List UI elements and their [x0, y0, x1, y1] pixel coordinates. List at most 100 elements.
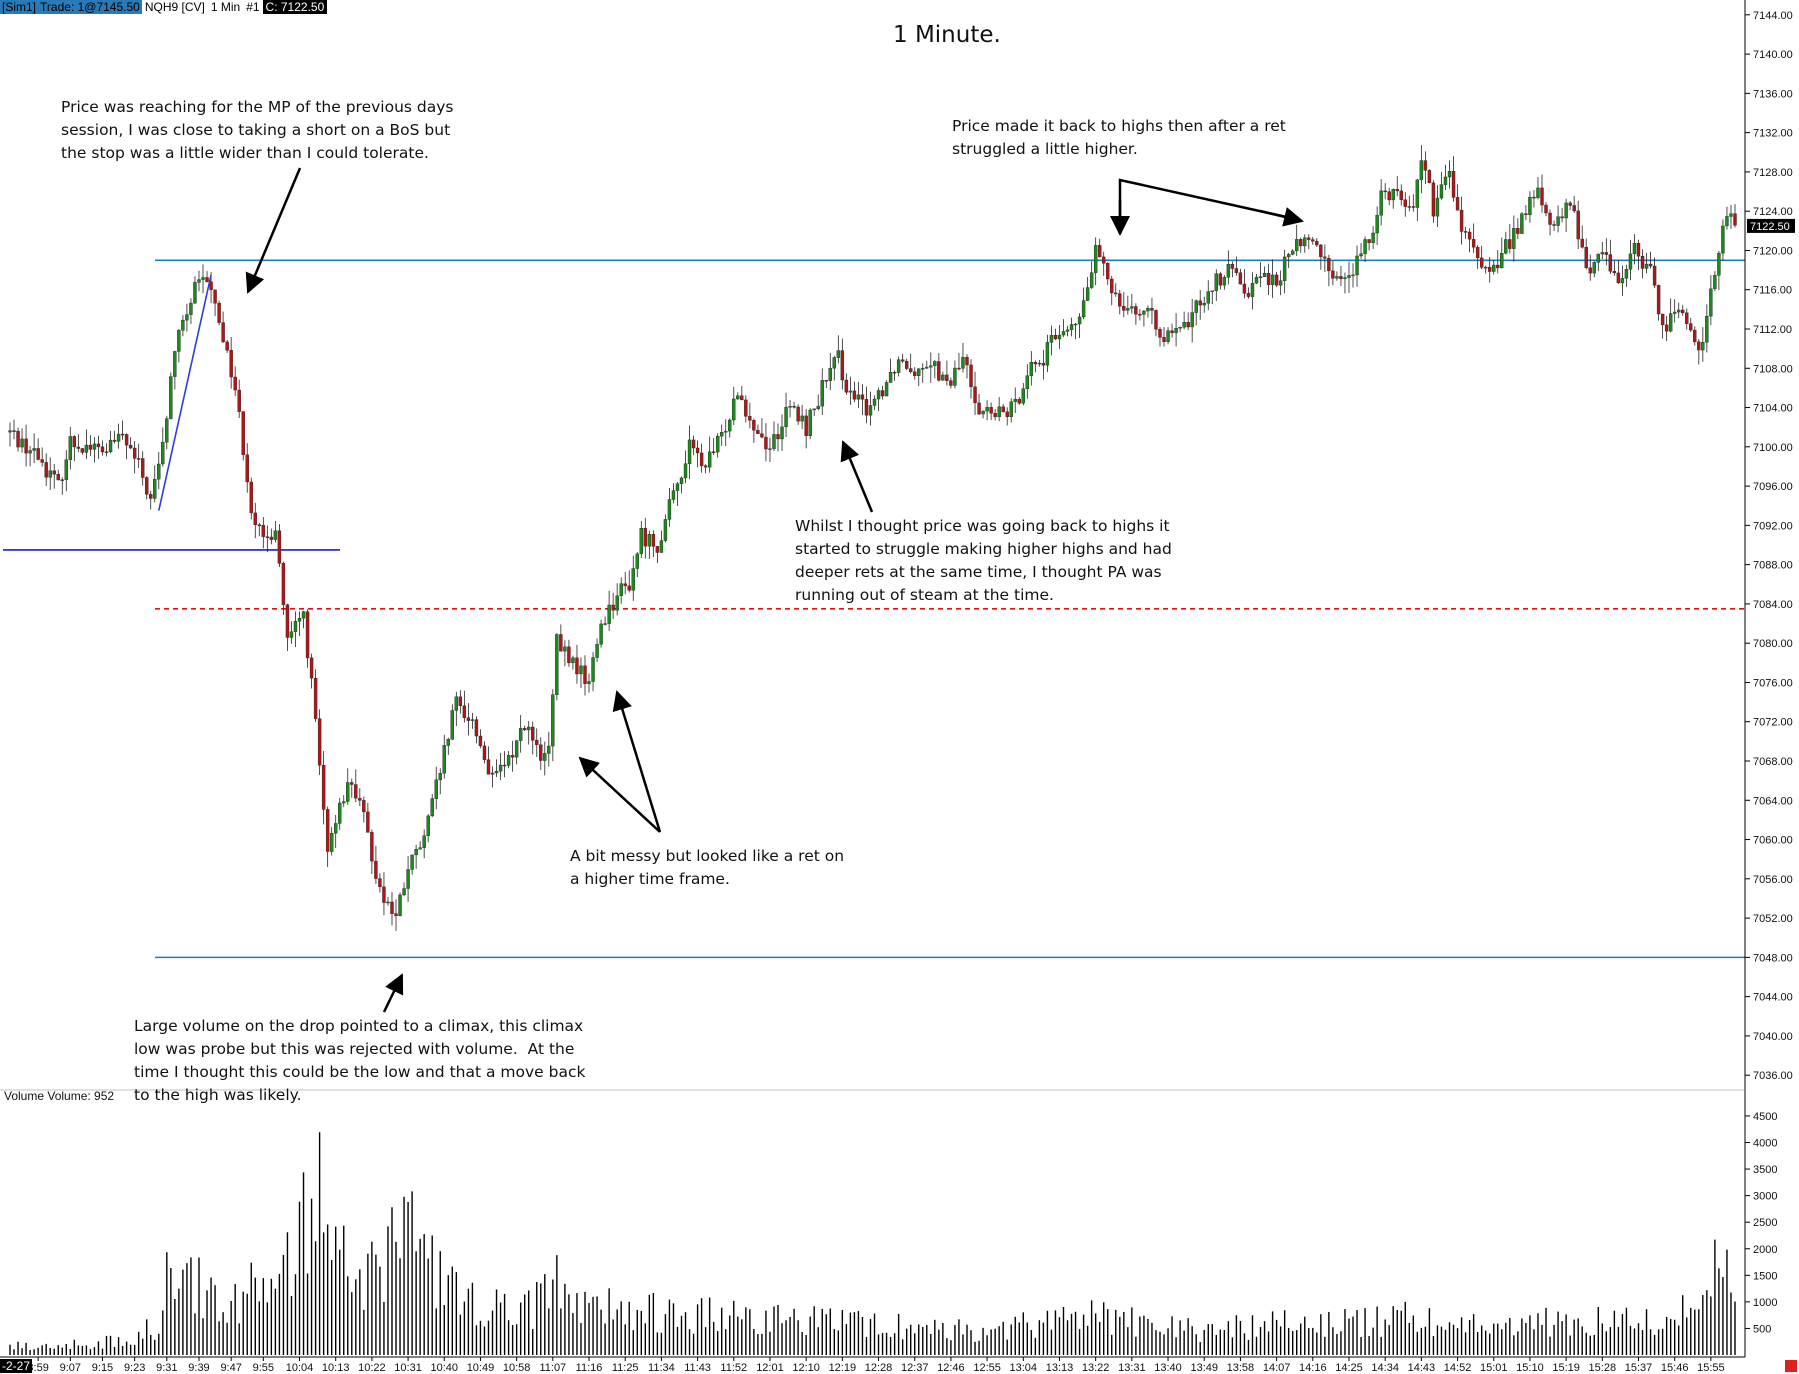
candle-body: [1516, 228, 1520, 234]
candle-body: [1685, 312, 1689, 324]
time-tick-label: 13:31: [1118, 1362, 1146, 1374]
candle-body: [1013, 398, 1017, 402]
candle-body: [917, 368, 921, 376]
candle-body: [438, 772, 442, 781]
candle-body: [1190, 312, 1194, 328]
candle-body: [241, 411, 245, 456]
time-tick-label: 9:15: [92, 1362, 113, 1374]
candle-body: [1009, 401, 1013, 417]
candle-body: [993, 413, 997, 418]
alert-indicator[interactable]: [1785, 1360, 1797, 1372]
candle-body: [470, 719, 475, 721]
candle-body: [1733, 213, 1737, 226]
candle-body: [1632, 242, 1637, 255]
candle-body: [108, 439, 113, 452]
price-tick-label: 7040.00: [1753, 1031, 1793, 1043]
candle-body: [390, 901, 394, 914]
time-tick-label: 15:19: [1552, 1362, 1580, 1374]
candle-body: [929, 365, 933, 368]
time-tick-label: 10:04: [286, 1362, 314, 1374]
candle-body: [518, 728, 523, 741]
candle-body: [100, 446, 105, 453]
price-tick-label: 7064.00: [1753, 795, 1793, 807]
candle-body: [173, 351, 177, 377]
time-tick-label: 12:37: [901, 1362, 929, 1374]
candle-body: [1319, 244, 1323, 258]
candle-body: [277, 530, 282, 564]
sim-account[interactable]: [Sim1]: [0, 0, 39, 14]
candle-body: [1640, 255, 1645, 269]
candle-body: [132, 447, 137, 459]
candle-body: [651, 534, 656, 547]
candle-body: [522, 728, 527, 731]
time-tick-label: 13:40: [1154, 1362, 1182, 1374]
candle-body: [446, 739, 450, 746]
candle-body: [1162, 337, 1166, 342]
price-tick-label: 7112.00: [1753, 324, 1792, 336]
candle-body: [953, 367, 957, 386]
candle-body: [301, 611, 306, 619]
candle-body: [514, 740, 519, 758]
candle-body: [1560, 216, 1564, 219]
candle-body: [728, 419, 732, 432]
candle-body: [48, 470, 52, 478]
candle-body: [687, 439, 692, 465]
time-tick-label: 14:52: [1444, 1362, 1472, 1374]
candle-body: [149, 494, 153, 499]
candle-body: [458, 696, 463, 706]
candle-body: [1697, 341, 1701, 351]
candle-body: [1439, 184, 1444, 199]
candle-body: [1721, 225, 1725, 254]
candle-body: [671, 490, 676, 500]
candle-body: [1347, 275, 1351, 278]
candle-body: [233, 376, 237, 391]
candle-body: [128, 444, 133, 449]
candle-body: [325, 809, 330, 852]
period-label[interactable]: 1 Min: [210, 0, 241, 14]
time-tick-label: 12:28: [865, 1362, 893, 1374]
candle-body: [796, 406, 800, 422]
candle-body: [812, 408, 816, 411]
candle-body: [836, 350, 841, 358]
trend-line[interactable]: [157, 274, 212, 511]
candle-body: [237, 389, 241, 412]
candle-body: [402, 888, 406, 896]
candle-body: [1681, 309, 1685, 314]
candle-body: [193, 282, 197, 304]
candle-body: [563, 646, 567, 652]
candle-body: [824, 380, 828, 382]
candle-body: [12, 430, 16, 432]
candle-body: [876, 390, 881, 400]
time-tick-label: 15:55: [1697, 1362, 1725, 1374]
time-tick-label: 13:49: [1190, 1362, 1218, 1374]
candle-body: [732, 398, 736, 421]
candle-body: [329, 833, 334, 852]
time-tick-label: 8:59: [27, 1362, 48, 1374]
instrument-label[interactable]: NQH9 [CV]: [144, 0, 205, 14]
time-tick-label: 10:49: [467, 1362, 495, 1374]
price-tick-label: 7052.00: [1753, 913, 1793, 925]
candle-body: [1668, 313, 1673, 332]
price-tick-label: 7068.00: [1753, 756, 1793, 768]
time-tick-label: 11:52: [720, 1362, 747, 1374]
candle-body: [502, 764, 507, 767]
candle-body: [1327, 258, 1331, 272]
candle-body: [941, 374, 945, 381]
candle-body: [579, 665, 583, 675]
candle-body: [711, 451, 716, 454]
candle-body: [32, 448, 36, 451]
candle-body: [1174, 328, 1178, 334]
candle-body: [281, 563, 286, 605]
annotation-climax-low: Large volume on the drop pointed to a cl…: [134, 1017, 586, 1104]
candle-body: [864, 399, 869, 416]
price-tick-label: 7144.00: [1753, 10, 1793, 22]
candle-body: [896, 359, 901, 373]
volume-tick-label: 2000: [1753, 1244, 1777, 1256]
time-tick-label: 12:10: [792, 1362, 820, 1374]
arrow-note4-b: [612, 690, 662, 833]
candle-body: [1648, 263, 1653, 267]
candle-body: [454, 696, 459, 711]
candle-body: [792, 406, 796, 408]
candle-body: [989, 407, 993, 414]
candle-body: [691, 439, 696, 449]
